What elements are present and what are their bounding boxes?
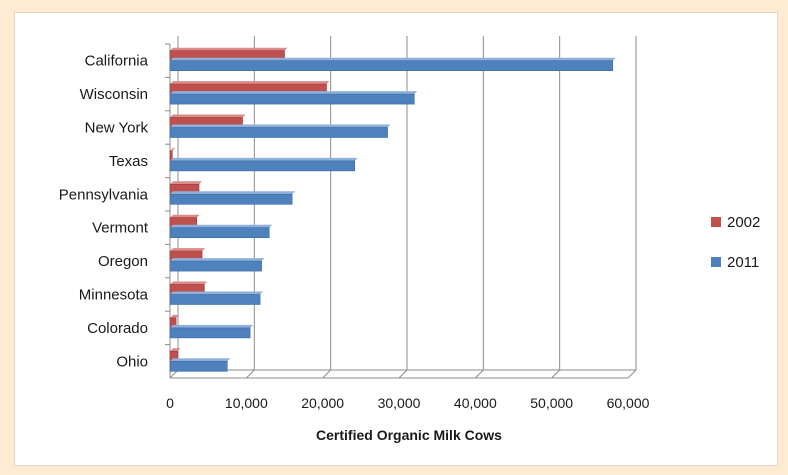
category-label-2: New York — [85, 120, 149, 137]
x-tick-label-0: 0 — [166, 395, 174, 411]
bar-top-2002-3 — [170, 147, 176, 151]
bar-top-2011-7 — [170, 291, 264, 295]
category-label-5: Vermont — [92, 220, 149, 237]
bar-2011-3 — [169, 160, 356, 172]
bar-top-2002-6 — [170, 248, 206, 252]
legend-swatch-2002 — [711, 217, 721, 227]
bar-top-2002-2 — [170, 114, 246, 118]
category-label-4: Pennsylvania — [59, 186, 149, 203]
bar-2011-8 — [169, 327, 251, 339]
category-label-8: Colorado — [87, 320, 148, 337]
bar-2011-5 — [169, 227, 270, 238]
bar-2011-9 — [169, 360, 228, 372]
x-tick-label-3: 30,000 — [378, 395, 421, 411]
x-tick-label-1: 10,000 — [225, 395, 268, 411]
bar-2011-1 — [169, 93, 415, 105]
legend-label-2011: 2011 — [727, 254, 759, 271]
gridline-floor-6 — [627, 369, 637, 379]
bar-2011-0 — [169, 60, 614, 72]
chart-frame — [14, 12, 778, 466]
category-label-0: California — [85, 53, 149, 70]
bar-top-2011-2 — [170, 124, 391, 128]
bar-top-2002-7 — [170, 281, 208, 285]
gridline-floor-5 — [551, 369, 561, 379]
bar-top-2002-4 — [170, 181, 203, 185]
bar-2011-2 — [169, 127, 388, 138]
x-tick-label-5: 50,000 — [530, 395, 573, 411]
x-axis-title: Certified Organic Milk Cows — [316, 427, 502, 443]
category-label-9: Ohio — [116, 353, 148, 370]
bar-2011-7 — [169, 294, 261, 305]
category-label-1: Wisconsin — [80, 86, 148, 103]
gridline-floor-2 — [322, 369, 332, 379]
gridline-floor-4 — [474, 369, 484, 379]
bar-top-2011-5 — [170, 224, 273, 228]
bar-top-2011-3 — [170, 157, 358, 161]
bar-top-2011-6 — [170, 258, 265, 262]
bar-top-2002-8 — [170, 314, 180, 318]
bar-top-2011-8 — [170, 324, 254, 328]
bar-top-2011-4 — [170, 191, 296, 195]
category-label-7: Minnesota — [79, 287, 149, 304]
gridline-floor-1 — [245, 369, 255, 379]
bar-top-2002-1 — [170, 81, 330, 85]
bar-2011-4 — [169, 194, 293, 205]
bar-top-2011-1 — [170, 91, 418, 95]
bar-top-2002-5 — [170, 214, 200, 218]
category-label-6: Oregon — [98, 253, 148, 270]
x-tick-label-2: 20,000 — [301, 395, 344, 411]
category-label-3: Texas — [109, 153, 148, 170]
legend-swatch-2011 — [711, 257, 721, 267]
bar-top-2011-9 — [170, 358, 231, 362]
bar-top-2002-9 — [170, 348, 181, 352]
bar-top-2011-0 — [170, 57, 616, 61]
bar-top-2002-0 — [170, 47, 288, 51]
bar-2011-6 — [169, 260, 262, 272]
x-tick-label-6: 60,000 — [607, 395, 650, 411]
gridline-floor-3 — [398, 369, 408, 379]
x-tick-label-4: 40,000 — [454, 395, 497, 411]
legend-label-2002: 2002 — [727, 214, 760, 231]
